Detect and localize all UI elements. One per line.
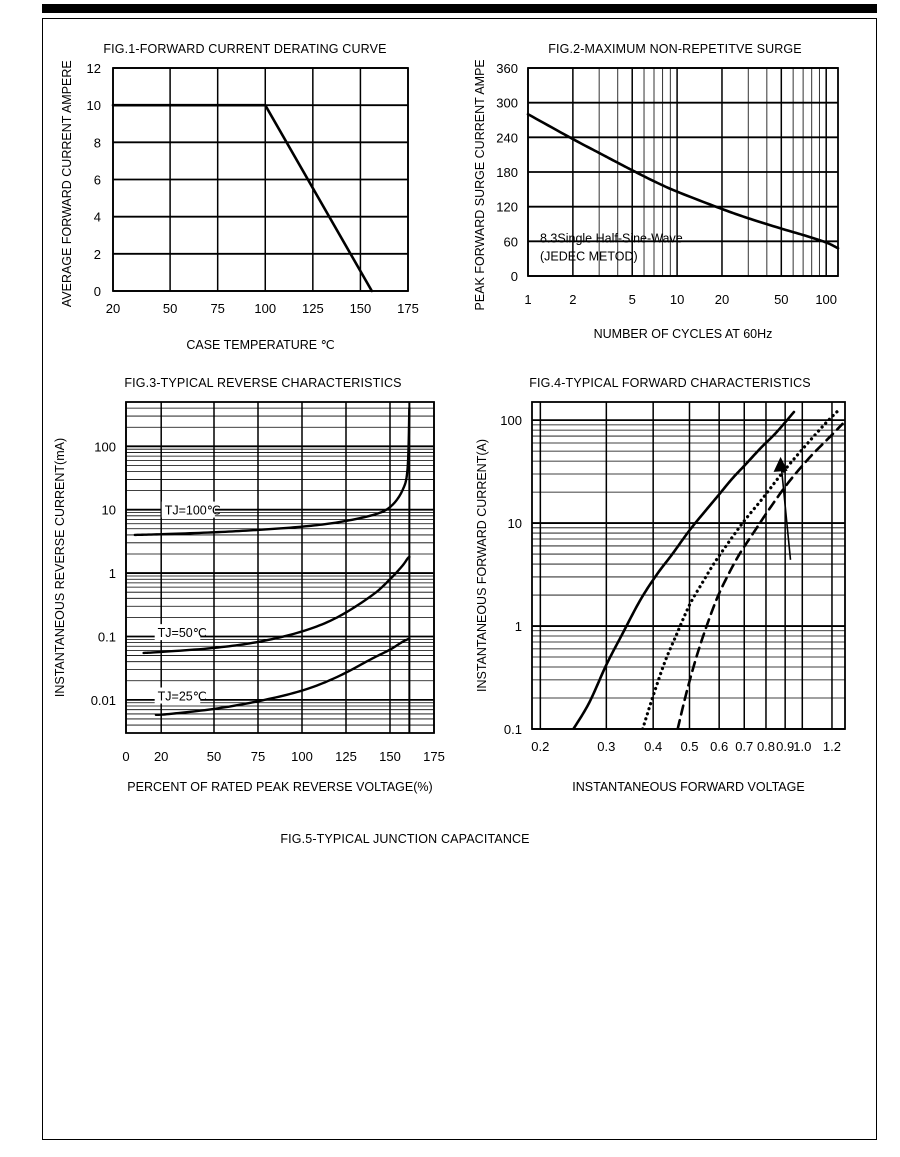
axis-text: INSTANTANEOUS REVERSE CURRENT(mA) [53, 438, 67, 697]
axis-text: 0.4 [644, 739, 662, 754]
surge-annotation-2: (JEDEC METOD) [540, 249, 638, 263]
axis-text: 125 [302, 301, 324, 316]
axis-text: 0.3 [597, 739, 615, 754]
figure-2-maximum-surge: FIG.2-MAXIMUM NON-REPETITVE SURGE 1 2 5 10 2… [470, 42, 865, 372]
axis-text: PERCENT OF RATED PEAK REVERSE VOLTAGE(%) [127, 780, 432, 794]
axis-text: 1 [515, 619, 522, 634]
figure-4-title: FIG.4-TYPICAL FORWARD CHARACTERISTICS [529, 376, 811, 390]
axis-text: 240 [496, 130, 518, 145]
data-curve [572, 410, 796, 729]
axis-text: 10 [102, 503, 116, 518]
axis-text: NUMBER OF CYCLES AT 60Hz [594, 327, 773, 341]
axis-text: 100 [815, 292, 837, 307]
data-curve [142, 555, 411, 655]
axis-text: 2 [569, 292, 576, 307]
temperature-label-0: TJ=100℃ [165, 504, 221, 518]
axis-text: 75 [251, 749, 265, 764]
figure-3-title: FIG.3-TYPICAL REVERSE CHARACTERISTICS [124, 376, 402, 390]
axis-text: 150 [379, 749, 401, 764]
axis-text: 0.6 [710, 739, 728, 754]
callout-arrow-head [773, 456, 788, 472]
axis-text: 1 [524, 292, 531, 307]
axis-text: 0.7 [735, 739, 753, 754]
axis-text: 20 [106, 301, 120, 316]
data-curve [111, 103, 374, 293]
axis-text: 100 [94, 439, 116, 454]
axis-text: 100 [254, 301, 276, 316]
axis-text: 50 [207, 749, 221, 764]
axis-text: 50 [163, 301, 177, 316]
axis-text: 300 [496, 96, 518, 111]
axis-text: 2 [94, 247, 101, 262]
axis-text: 0 [94, 284, 101, 299]
data-curve [641, 408, 841, 729]
axis-text: 1 [109, 566, 116, 581]
callout-arrow-line [779, 458, 792, 560]
axis-text: 0.01 [91, 693, 116, 708]
axis-text: 0.8 [757, 739, 775, 754]
figure-3-plot: 0 20 50 75 100 125 150 175 0.01 0.1 1 10 100 PERCENT … [53, 401, 445, 794]
figure-5-junction-capacitance: FIG.5-TYPICAL JUNCTION CAPACITANCE [190, 832, 610, 1132]
data-curve [676, 422, 844, 729]
figure-5-title: FIG.5-TYPICAL JUNCTION CAPACITANCE [280, 832, 530, 846]
axis-text: 60 [504, 234, 518, 249]
axis-text: 6 [94, 173, 101, 188]
axis-text: 125 [335, 749, 357, 764]
axis-text: 175 [397, 301, 419, 316]
axis-text: AVERAGE FORWARD CURRENT AMPERES [60, 60, 74, 307]
axis-text: 4 [94, 210, 101, 225]
axis-text: INSTANTANEOUS FORWARD VOLTAGE [572, 780, 804, 794]
axis-text: 1.2 [823, 739, 841, 754]
header-rule [42, 4, 877, 13]
figure-3-reverse-characteristics: FIG.3-TYPICAL REVERSE CHARACTERISTICS 0 2… [48, 376, 458, 806]
figure-1-title: FIG.1-FORWARD CURRENT DERATING CURVE [103, 42, 387, 56]
figure-4-plot: 0.2 0.3 0.4 0.5 0.6 0.7 0.8 0.9 1.0 1.2 0.1 1 10 100 I… [475, 401, 846, 794]
axis-text: 175 [423, 749, 445, 764]
axis-text: 1.0 [793, 739, 811, 754]
axis-text: 12 [87, 61, 101, 76]
axis-text: CASE TEMPERATURE ℃ [186, 338, 334, 352]
axis-text: 20 [154, 749, 168, 764]
axis-text: 20 [715, 292, 729, 307]
axis-text: 100 [500, 413, 522, 428]
axis-text: 75 [210, 301, 224, 316]
axis-text: 360 [496, 61, 518, 76]
axis-text: 0.5 [680, 739, 698, 754]
axis-text: 180 [496, 165, 518, 180]
axis-text: PEAK FORWARD SURGE CURRENT AMPERES [473, 60, 487, 310]
axis-text: 120 [496, 200, 518, 215]
figure-2-plot: 1 2 5 10 20 50 100 0 60 120 180 240 300 360 NUMBER OF … [473, 60, 840, 341]
axis-text: 10 [508, 516, 522, 531]
data-curve [526, 112, 840, 250]
figure-2-title: FIG.2-MAXIMUM NON-REPETITVE SURGE [548, 42, 802, 56]
axis-text: 0.1 [504, 722, 522, 737]
axis-text: 0 [511, 269, 518, 284]
axis-text: 10 [670, 292, 684, 307]
figure-1-forward-current-derating: FIG.1-FORWARD CURRENT DERATING CURVE 20 5… [55, 42, 435, 372]
figure-1-plot: 20 50 75 100 125 150 175 0 2 4 6 8 10 12 CASE TEMPERAT… [60, 60, 419, 352]
temperature-label-2: TJ=25℃ [158, 690, 207, 704]
axis-text: 150 [350, 301, 372, 316]
surge-annotation-1: 8.3Single Half-Sine-Wave [540, 231, 683, 245]
axis-text: 0 [122, 749, 129, 764]
axis-text: 100 [291, 749, 313, 764]
data-curve [154, 637, 411, 717]
axis-text: 0.1 [98, 629, 116, 644]
axis-text: 8 [94, 135, 101, 150]
axis-text: 5 [629, 292, 636, 307]
axis-text: 0.2 [531, 739, 549, 754]
figure-5-plot [190, 850, 610, 1140]
axis-text: 50 [774, 292, 788, 307]
axis-text: INSTANTANEOUS FORWARD CURRENT(A) [475, 439, 489, 692]
temperature-label-1: TJ=50℃ [158, 626, 207, 640]
axis-text: 10 [87, 98, 101, 113]
axis-text: 0.9 [776, 739, 794, 754]
figure-4-forward-characteristics: FIG.4-TYPICAL FORWARD CHARACTERISTICS 0.… [470, 376, 870, 816]
data-curve [133, 406, 411, 537]
